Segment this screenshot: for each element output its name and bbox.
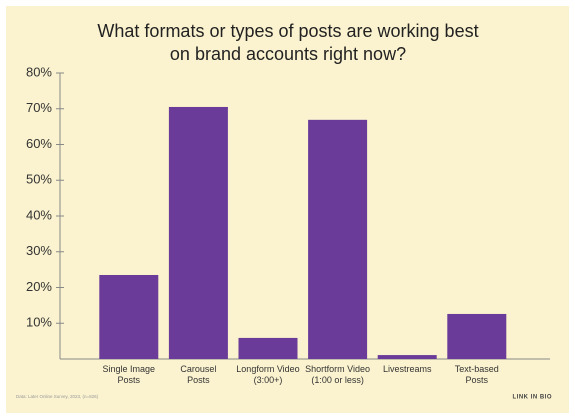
chart-title: What formats or types of posts are worki… [97,21,478,41]
bar [168,106,228,360]
y-tick-label: 80% [26,64,52,79]
chart-title: on brand accounts right now? [170,44,406,64]
y-tick-label: 20% [26,279,52,294]
x-tick-label-line: Posts [187,375,210,385]
x-tick-label-line: Text-based [455,364,499,374]
y-tick-label: 60% [26,136,52,151]
x-tick-label: Livestreams [383,364,432,374]
y-tick-label: 50% [26,172,52,187]
x-tick-label-line: Longform Video [236,364,299,374]
bar [308,119,368,360]
bar [238,337,298,359]
x-tick-label: Longform Video (3:00+) [236,364,299,385]
bar [99,274,159,359]
y-tick-label: 10% [26,315,52,330]
logo: LINK IN BIO [513,395,553,401]
source-note: Data: Later Online Survey, 2023, (n=826) [16,394,99,399]
x-tick-label: Carousel Posts [180,364,216,385]
x-tick-label-line: Single Image [103,364,156,374]
x-tick-label-line: Shortform Video [305,364,370,374]
y-tick-label: 40% [26,207,52,222]
bar [377,355,437,359]
x-tick-label-line: Livestreams [383,364,432,374]
x-tick-label-line: Carousel [180,364,216,374]
x-tick-label-line: (3:00+) [254,375,283,385]
bar [447,313,507,359]
y-tick-label: 30% [26,243,52,258]
x-tick-label-line: Posts [118,375,141,385]
x-tick-label-line: Posts [466,375,489,385]
y-tick-label: 70% [26,100,52,115]
x-tick-label: Single Image Posts [103,364,156,385]
x-tick-label: Shortform Video (1:00 or less) [305,364,370,385]
x-tick-label: Text-based Posts [455,364,499,385]
x-tick-label-line: (1:00 or less) [311,375,364,385]
